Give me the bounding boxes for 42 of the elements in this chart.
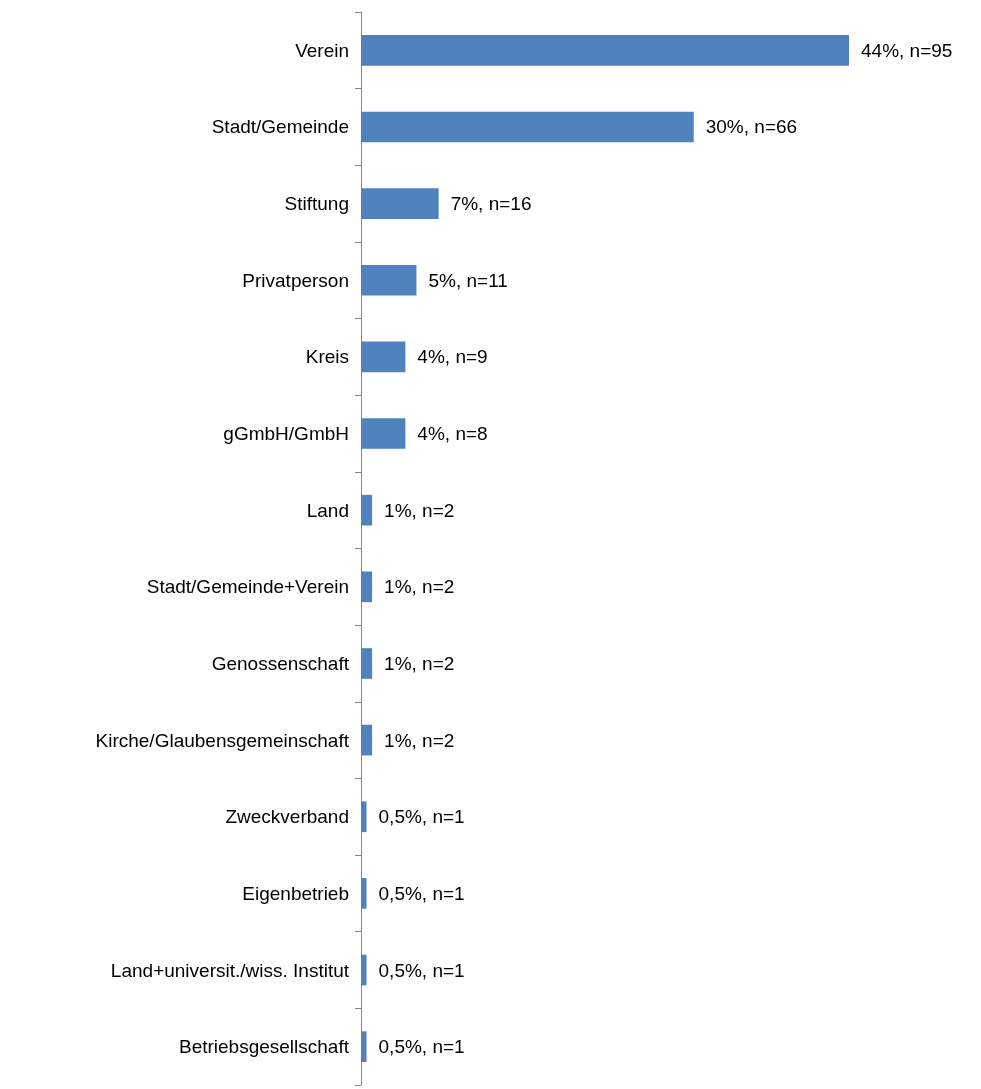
data-label: 1%, n=2 — [384, 652, 455, 674]
bar — [361, 341, 406, 373]
y-tick-label: Genossenschaft — [211, 652, 350, 674]
bar — [361, 724, 373, 756]
y-tick-label: Privatperson — [242, 269, 349, 291]
bar — [361, 648, 373, 679]
bar — [361, 878, 367, 909]
bar — [361, 188, 439, 219]
bar — [361, 571, 373, 603]
data-label: 44%, n=95 — [861, 39, 953, 61]
y-tick-label: gGmbH/GmbH — [223, 423, 349, 445]
data-label: 7%, n=16 — [450, 193, 532, 215]
bar — [361, 418, 406, 449]
data-label: 30%, n=66 — [705, 116, 798, 138]
bar — [361, 264, 417, 296]
y-tick-label: Stadt/Gemeinde+Verein — [146, 576, 349, 598]
y-tick-label: Verein — [295, 39, 349, 61]
y-tick-label: Eigenbetrieb — [242, 882, 349, 904]
y-tick-label: Land — [306, 499, 349, 521]
y-tick-label: Stiftung — [284, 193, 349, 215]
data-label: 0,5%, n=1 — [378, 882, 465, 904]
data-label: 5%, n=11 — [428, 269, 508, 291]
data-label: 0,5%, n=1 — [378, 959, 465, 981]
bar — [361, 1031, 367, 1063]
bar — [361, 111, 694, 143]
y-tick-label: Kreis — [305, 346, 349, 368]
data-label: 1%, n=2 — [384, 499, 455, 521]
data-label: 1%, n=2 — [384, 576, 455, 598]
data-label: 0,5%, n=1 — [378, 806, 465, 828]
y-tick-label: Zweckverband — [225, 806, 349, 828]
y-tick-label: Stadt/Gemeinde — [211, 116, 349, 138]
y-tick-label: Betriebsgesellschaft — [178, 1036, 350, 1058]
data-label: 1%, n=2 — [384, 729, 455, 751]
bar — [361, 954, 367, 986]
bar — [361, 494, 373, 526]
bar — [361, 34, 849, 66]
y-tick-label: Land+universit./wiss. Institut — [110, 959, 350, 981]
bar — [361, 801, 367, 833]
data-label: 4%, n=8 — [417, 423, 488, 445]
y-tick-label: Kirche/Glaubensgemeinschaft — [95, 729, 350, 751]
data-label: 0,5%, n=1 — [378, 1036, 465, 1058]
data-label: 4%, n=9 — [417, 346, 488, 368]
